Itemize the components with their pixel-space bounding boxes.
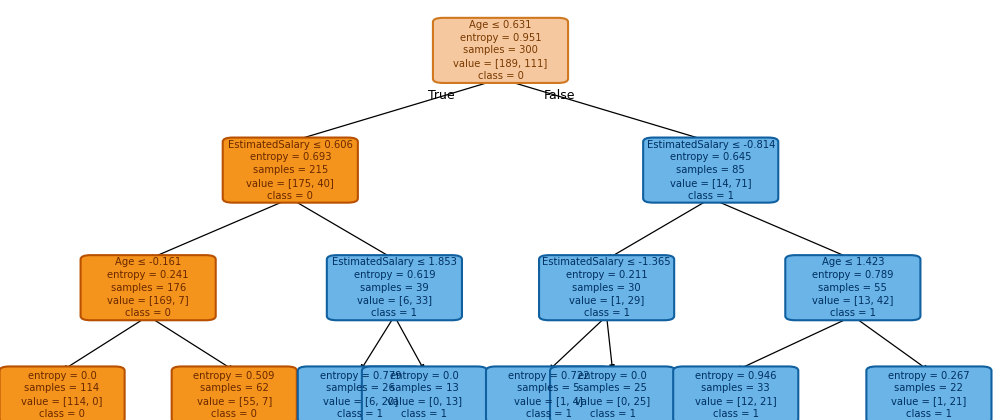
- FancyBboxPatch shape: [0, 366, 124, 420]
- FancyBboxPatch shape: [643, 138, 779, 202]
- Text: Age ≤ 0.631
entropy = 0.951
samples = 300
value = [189, 111]
class = 0: Age ≤ 0.631 entropy = 0.951 samples = 30…: [453, 20, 548, 81]
- FancyBboxPatch shape: [432, 18, 569, 83]
- Text: Age ≤ -0.161
entropy = 0.241
samples = 176
value = [169, 7]
class = 0: Age ≤ -0.161 entropy = 0.241 samples = 1…: [107, 257, 189, 318]
- Text: entropy = 0.722
samples = 5
value = [1, 4]
class = 1: entropy = 0.722 samples = 5 value = [1, …: [508, 370, 590, 419]
- Text: entropy = 0.267
samples = 22
value = [1, 21]
class = 1: entropy = 0.267 samples = 22 value = [1,…: [888, 370, 970, 419]
- Text: entropy = 0.946
samples = 33
value = [12, 21]
class = 1: entropy = 0.946 samples = 33 value = [12…: [695, 370, 777, 419]
- Text: EstimatedSalary ≤ 1.853
entropy = 0.619
samples = 39
value = [6, 33]
class = 1: EstimatedSalary ≤ 1.853 entropy = 0.619 …: [332, 257, 456, 318]
- FancyBboxPatch shape: [172, 366, 296, 420]
- FancyBboxPatch shape: [298, 366, 422, 420]
- Text: Age ≤ 1.423
entropy = 0.789
samples = 55
value = [13, 42]
class = 1: Age ≤ 1.423 entropy = 0.789 samples = 55…: [812, 257, 894, 318]
- Text: entropy = 0.0
samples = 25
value = [0, 25]
class = 1: entropy = 0.0 samples = 25 value = [0, 2…: [575, 370, 651, 419]
- Text: entropy = 0.509
samples = 62
value = [55, 7]
class = 0: entropy = 0.509 samples = 62 value = [55…: [193, 370, 275, 419]
- FancyBboxPatch shape: [326, 255, 462, 320]
- FancyBboxPatch shape: [222, 138, 358, 202]
- FancyBboxPatch shape: [486, 366, 611, 420]
- Text: entropy = 0.0
samples = 13
value = [0, 13]
class = 1: entropy = 0.0 samples = 13 value = [0, 1…: [387, 370, 461, 419]
- FancyBboxPatch shape: [551, 366, 675, 420]
- Text: True: True: [428, 89, 454, 102]
- Text: EstimatedSalary ≤ -1.365
entropy = 0.211
samples = 30
value = [1, 29]
class = 1: EstimatedSalary ≤ -1.365 entropy = 0.211…: [543, 257, 671, 318]
- FancyBboxPatch shape: [80, 255, 216, 320]
- Text: EstimatedSalary ≤ -0.814
entropy = 0.645
samples = 85
value = [14, 71]
class = 1: EstimatedSalary ≤ -0.814 entropy = 0.645…: [647, 139, 775, 201]
- FancyBboxPatch shape: [673, 366, 799, 420]
- Text: False: False: [544, 89, 576, 102]
- Text: EstimatedSalary ≤ 0.606
entropy = 0.693
samples = 215
value = [175, 40]
class = : EstimatedSalary ≤ 0.606 entropy = 0.693 …: [228, 139, 352, 201]
- Text: entropy = 0.0
samples = 114
value = [114, 0]
class = 0: entropy = 0.0 samples = 114 value = [114…: [21, 370, 103, 419]
- Text: entropy = 0.779
samples = 26
value = [6, 20]
class = 1: entropy = 0.779 samples = 26 value = [6,…: [319, 370, 401, 419]
- FancyBboxPatch shape: [362, 366, 486, 420]
- FancyBboxPatch shape: [539, 255, 675, 320]
- FancyBboxPatch shape: [785, 255, 921, 320]
- FancyBboxPatch shape: [867, 366, 991, 420]
